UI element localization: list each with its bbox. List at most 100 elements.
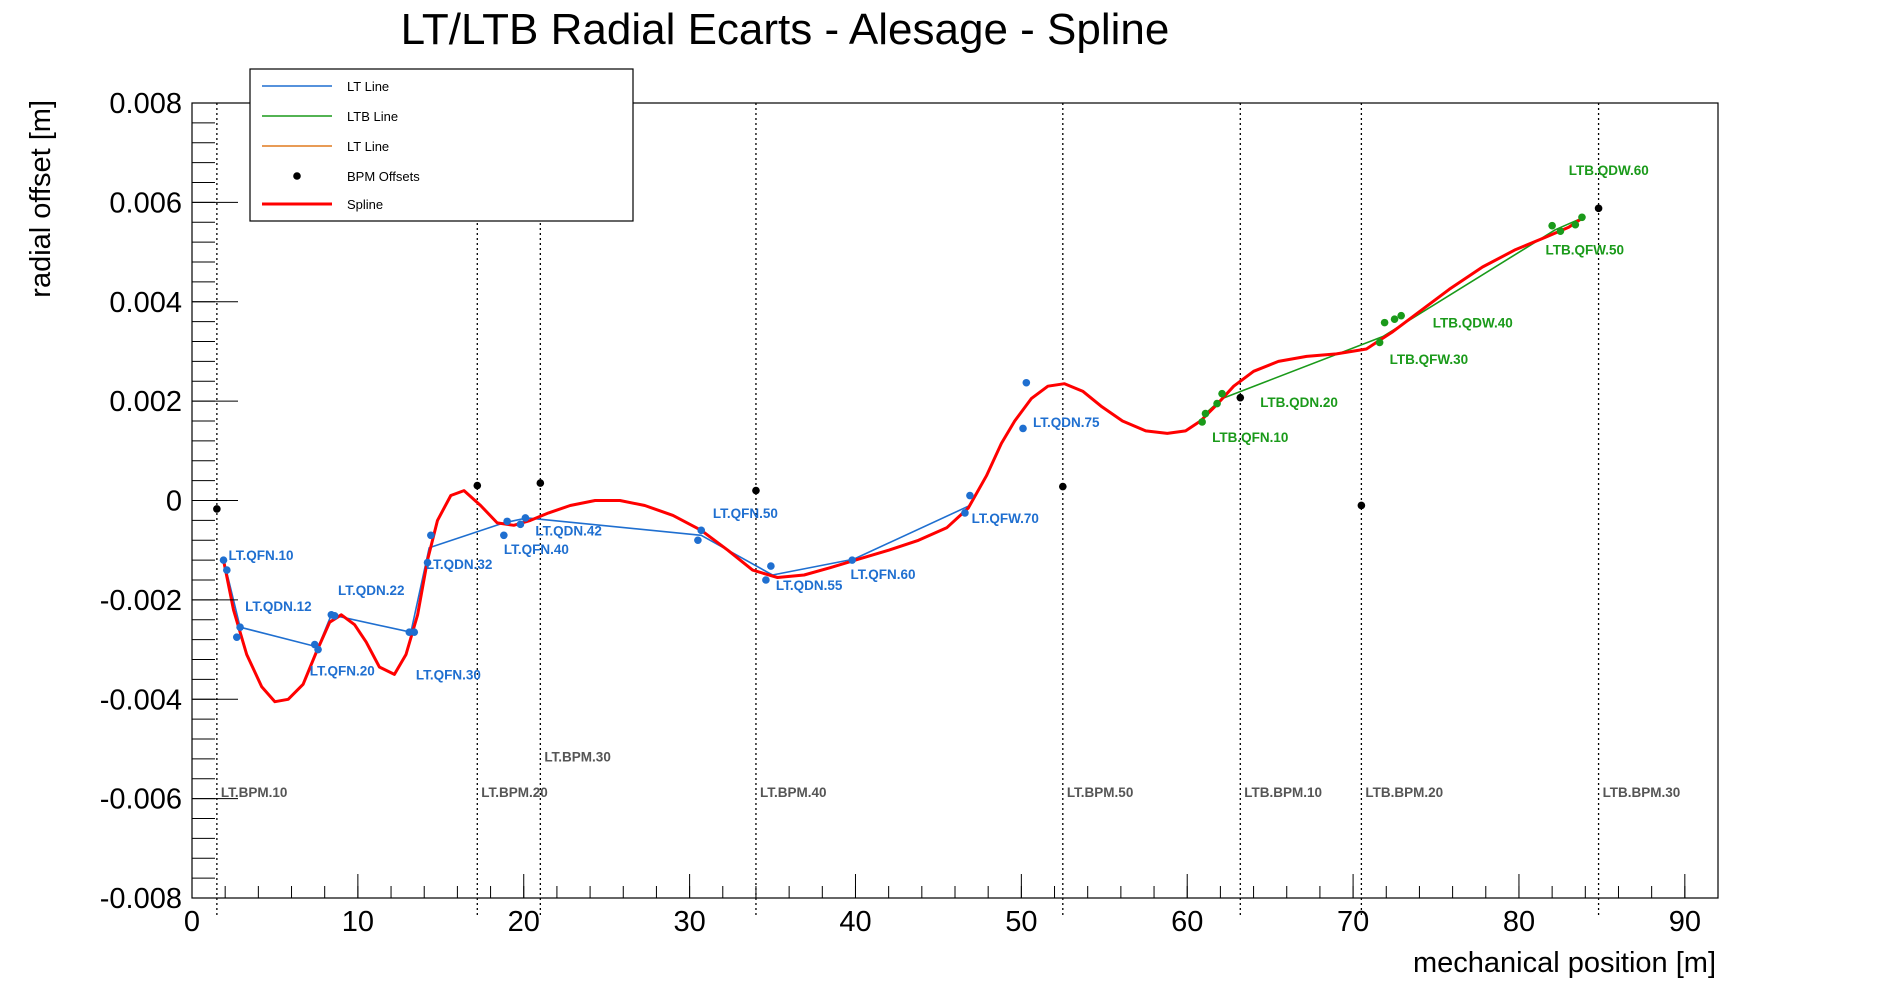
y-axis-title: radial offset [m]	[25, 100, 57, 298]
ltb-marker	[1198, 418, 1206, 426]
bpm-label: LTB.BPM.20	[1365, 785, 1443, 800]
element-label: LT.QFN.10	[228, 548, 293, 563]
y-axis: -0.008 -0.006 -0.004 -0.002 0 0.002 0.004 0.006…	[100, 88, 238, 915]
bpm-label: LT.BPM.40	[760, 785, 827, 800]
element-label: LTB.QDW.60	[1569, 163, 1649, 178]
lt-marker	[503, 517, 511, 526]
element-label: LTB.QFW.30	[1390, 352, 1469, 367]
x-tick-label: 80	[1503, 906, 1535, 938]
legend-symbol	[293, 172, 301, 180]
x-tick-label: 0	[184, 906, 200, 938]
ltb-marker	[1548, 221, 1556, 230]
lt-marker	[1019, 424, 1027, 433]
ltb-marker	[1213, 399, 1221, 408]
lt-marker	[219, 556, 228, 564]
bpm-offset-marker	[1357, 501, 1366, 510]
legend-label: LT Line	[347, 139, 389, 154]
x-tick-label: 50	[1005, 906, 1037, 938]
lt-marker	[423, 558, 432, 567]
element-label: LT.QFN.50	[713, 506, 778, 521]
lt-marker	[848, 556, 856, 564]
y-tick-label: -0.006	[100, 784, 182, 816]
x-tick-label: 20	[508, 906, 540, 938]
y-tick-label: -0.004	[100, 684, 182, 716]
element-label: LT.QDN.12	[245, 599, 312, 614]
lt-marker	[762, 576, 770, 584]
lt-marker	[223, 566, 231, 574]
spline-curve	[222, 216, 1585, 704]
lt-marker	[236, 623, 244, 632]
y-tick-label: 0.002	[109, 386, 182, 418]
x-tick-label: 30	[673, 906, 705, 938]
element-label: LT.QFW.70	[972, 511, 1039, 526]
bpm-offset-marker	[752, 486, 760, 495]
legend-label: LT Line	[347, 79, 389, 94]
ltb-marker	[1397, 311, 1405, 320]
bpm-offset-marker	[536, 479, 545, 487]
bpm-offset-marker	[1059, 482, 1067, 491]
lt-marker	[500, 531, 508, 540]
element-label: LT.QDN.55	[776, 578, 843, 593]
bpm-label: LT.BPM.20	[481, 785, 548, 800]
lt-marker	[330, 611, 339, 620]
bpm-label: LT.BPM.50	[1067, 785, 1134, 800]
element-label: LTB.QFW.50	[1545, 243, 1624, 258]
x-tick-label: 90	[1669, 906, 1701, 938]
ltb-marker	[1380, 318, 1389, 327]
lt-marker	[427, 531, 435, 540]
lt-marker	[1022, 378, 1031, 387]
lt-marker	[694, 536, 702, 545]
ltb-marker	[1556, 227, 1565, 235]
y-tick-label: -0.002	[100, 585, 182, 617]
bpm-offset-marker	[213, 505, 221, 513]
lt-marker	[767, 562, 775, 570]
ltb-marker	[1571, 220, 1580, 229]
y-tick-label: 0.006	[109, 187, 182, 219]
legend-box	[249, 68, 634, 222]
x-tick-label: 40	[839, 906, 871, 938]
markers	[213, 204, 1603, 654]
legend-label: BPM Offsets	[347, 169, 420, 184]
y-tick-label: 0.004	[109, 287, 182, 319]
bpm-label: LTB.BPM.30	[1603, 785, 1681, 800]
y-tick-label: 0	[166, 486, 182, 518]
element-label: LT.QDN.22	[338, 583, 405, 598]
lt-marker	[966, 491, 974, 500]
bpm-label: LTB.BPM.10	[1244, 785, 1322, 800]
bpm-offset-marker	[1236, 393, 1245, 402]
series-lines	[222, 216, 1585, 704]
lt-marker	[516, 520, 525, 529]
lt-marker	[961, 509, 969, 517]
ltb-marker	[1375, 338, 1384, 347]
ltb-marker	[1218, 389, 1226, 398]
x-tick-label: 10	[342, 906, 374, 938]
x-axis: 0 10 20 30 40 50 60 70 80 90	[184, 874, 1719, 938]
lt-marker	[314, 645, 322, 654]
ltb-marker	[1201, 409, 1210, 418]
element-label: LT.QFN.40	[504, 542, 569, 557]
x-axis-title: mechanical position [m]	[1413, 947, 1716, 979]
lt-marker	[410, 628, 419, 636]
x-tick-label: 60	[1171, 906, 1203, 938]
element-label: LT.QDN.42	[535, 523, 602, 538]
element-label: LT.QFN.30	[416, 667, 481, 682]
bpm-label: LT.BPM.30	[544, 749, 611, 764]
bpm-lines: LT.BPM.10 LT.BPM.20 LT.BPM.30 LT.BPM.40 LT.B…	[216, 103, 1681, 918]
y-tick-label: 0.008	[109, 88, 182, 120]
element-label: LT.QDN.75	[1033, 415, 1100, 430]
legend: LT Line LTB Line LT Line BPM Offsets Spline	[249, 68, 634, 222]
chart-title: LT/LTB Radial Ecarts - Alesage - Spline	[401, 5, 1170, 54]
element-label: LT.QDN.32	[426, 557, 493, 572]
legend-label: LTB Line	[347, 109, 398, 124]
bpm-offset-marker	[1594, 204, 1603, 213]
element-label: LTB.QDN.20	[1260, 395, 1338, 410]
element-label: LT.QFN.20	[310, 663, 375, 678]
bpm-offset-marker	[473, 481, 482, 490]
element-label: LTB.QFN.10	[1212, 430, 1288, 445]
ltb-marker	[1390, 315, 1399, 323]
lt-marker	[521, 514, 530, 522]
lt-marker	[697, 526, 706, 535]
bpm-label: LT.BPM.10	[221, 785, 288, 800]
legend-label: Spline	[347, 197, 383, 212]
